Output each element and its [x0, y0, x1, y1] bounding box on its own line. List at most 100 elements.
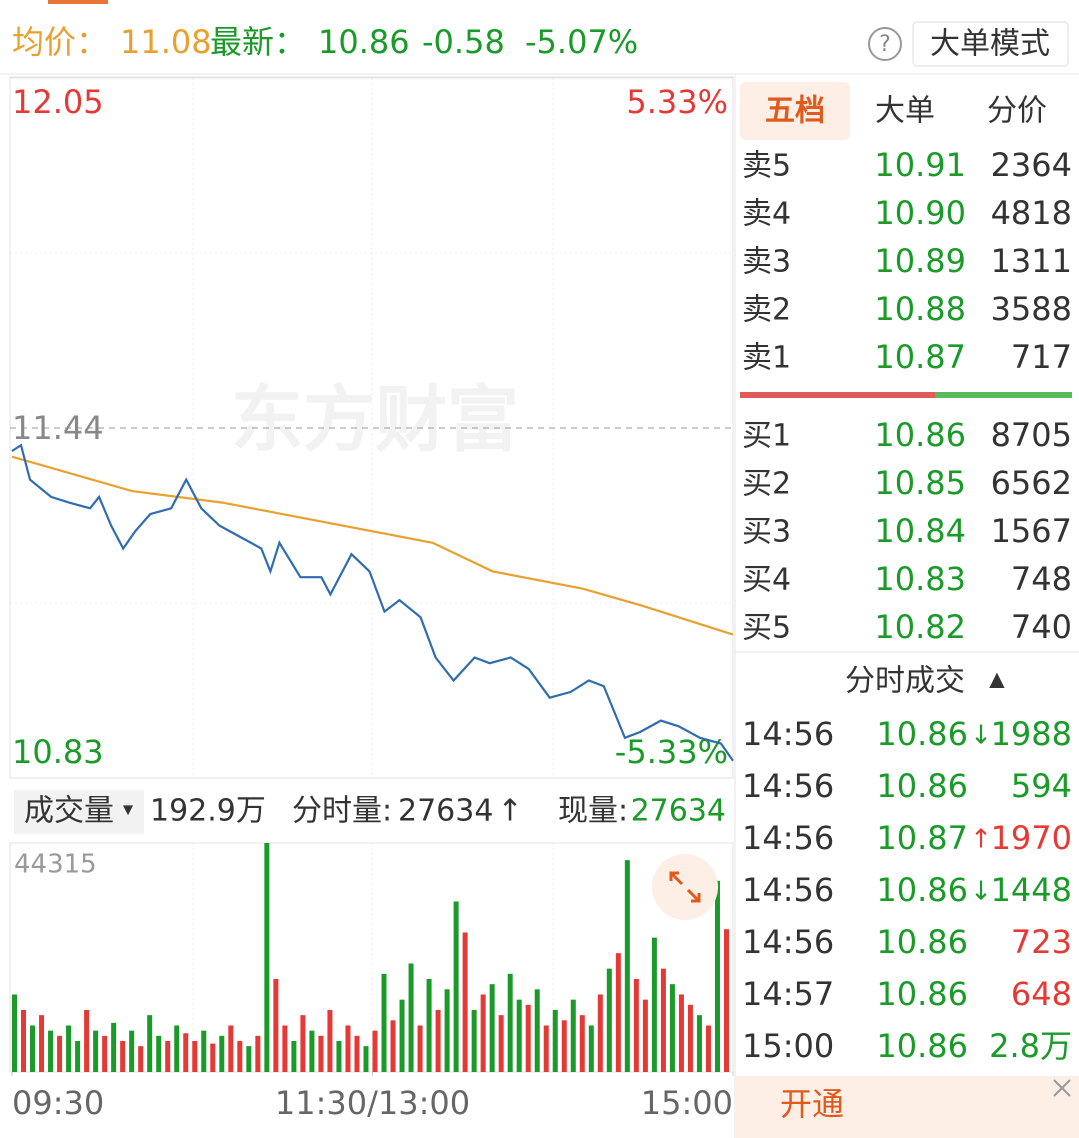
- book-level: 买2: [742, 467, 791, 502]
- volume-bar: [696, 1015, 702, 1072]
- volume-bar: [606, 968, 612, 1072]
- trade-time: 14:57: [742, 975, 834, 1013]
- tab[interactable]: 分价: [987, 94, 1047, 129]
- volume-bar: [165, 1040, 171, 1072]
- y-tick-label: 11.44: [12, 409, 104, 447]
- trade-arrow: ↑: [970, 825, 992, 855]
- trade-arrow: ↓: [970, 877, 992, 907]
- book-volume: 717: [1011, 338, 1072, 376]
- volume-bar: [30, 1025, 36, 1072]
- last-label: 最新：: [210, 23, 306, 61]
- volume-bar: [75, 1040, 81, 1072]
- volume-bar: [417, 1025, 423, 1072]
- volume-bar: [354, 1035, 360, 1072]
- volume-dropdown[interactable]: [14, 790, 144, 834]
- mode-button[interactable]: [912, 21, 1069, 67]
- trades-sort: ▲: [989, 667, 1005, 691]
- tab[interactable]: 五档: [765, 94, 825, 129]
- volume-bar: [156, 1035, 162, 1072]
- x-tick-label: 15:00: [641, 1084, 733, 1122]
- minute-volume-label: 分时量:: [292, 794, 392, 829]
- volume-bar: [714, 880, 720, 1072]
- trade-volume: 1448: [991, 871, 1072, 909]
- volume-bar: [372, 1030, 378, 1072]
- avg-label: 均价：: [12, 23, 108, 61]
- help: ?: [879, 32, 891, 57]
- book-level: 买1: [742, 419, 791, 454]
- y2-tick-label: -5.33%: [615, 733, 728, 771]
- volume-bar: [651, 937, 657, 1072]
- volume-bar: [192, 1040, 198, 1072]
- volume-bar: [660, 968, 666, 1072]
- volume-bar: [570, 999, 576, 1072]
- volume-bar: [363, 1046, 369, 1072]
- volume-bar: [327, 1009, 333, 1072]
- change: -0.58: [422, 23, 505, 61]
- trade-time: 14:56: [742, 767, 834, 805]
- y-tick-label: 44315: [14, 850, 97, 880]
- book-price: 10.90: [874, 194, 966, 232]
- expand-button[interactable]: [652, 854, 718, 920]
- trade-price: 10.86: [876, 871, 968, 909]
- trade-time: 14:56: [742, 715, 834, 753]
- trade-volume: 1988: [991, 715, 1072, 753]
- volume-label: 成交量: [24, 794, 114, 829]
- volume-bar: [678, 994, 684, 1072]
- volume-bar: [435, 1009, 441, 1072]
- book-volume: 748: [1011, 560, 1072, 598]
- trade-price: 10.86: [876, 715, 968, 753]
- tab[interactable]: 大单: [875, 94, 935, 129]
- trade-volume: 594: [1011, 767, 1072, 805]
- volume-bar: [498, 1015, 504, 1072]
- volume-bar: [138, 1046, 144, 1072]
- volume-bar: [57, 1035, 63, 1072]
- volume-bar: [669, 984, 675, 1072]
- volume-bar: [687, 1004, 693, 1072]
- volume-bar: [615, 953, 621, 1072]
- current-volume-label: 现量:: [558, 794, 628, 829]
- active-tab[interactable]: [740, 82, 850, 140]
- volume-bar: [399, 999, 405, 1072]
- volume-bar: [39, 1015, 45, 1072]
- trade-price: 10.86: [876, 1027, 968, 1065]
- book-volume: 4818: [991, 194, 1072, 232]
- help-icon[interactable]: [868, 27, 902, 61]
- open-button-label[interactable]: 开通: [780, 1085, 844, 1123]
- volume-bar: [228, 1025, 234, 1072]
- trade-time: 14:56: [742, 871, 834, 909]
- open-button[interactable]: [735, 1076, 1079, 1138]
- book-price: 10.89: [874, 242, 966, 280]
- volume-bar: [282, 1025, 288, 1072]
- volume-bar: [255, 1035, 261, 1072]
- volume-bar: [390, 1020, 396, 1072]
- volume-bar: [291, 1040, 297, 1072]
- volume-bar: [300, 1015, 306, 1072]
- trade-time: 14:56: [742, 819, 834, 857]
- price-line: [11, 443, 734, 762]
- volume-frame: [9, 842, 734, 1073]
- volume-bar: [516, 999, 522, 1072]
- volume-bar: [588, 1025, 594, 1072]
- volume-bar: [183, 1033, 189, 1072]
- volume-bar: [561, 1020, 567, 1072]
- volume-bar: [705, 1025, 711, 1072]
- book-price: 10.88: [874, 290, 966, 328]
- volume-bar: [318, 1035, 324, 1072]
- volume-dropdown-arrow: ▾: [123, 797, 133, 821]
- volume-bar: [273, 978, 279, 1072]
- book-volume: 1311: [991, 242, 1072, 280]
- volume-bar: [246, 1046, 252, 1072]
- book-divider-sell: [740, 392, 935, 398]
- trade-price: 10.86: [876, 975, 968, 1013]
- y2-tick-label: 5.33%: [626, 83, 728, 121]
- mode-button-label: 大单模式: [930, 27, 1050, 62]
- trade-price: 10.86: [876, 923, 968, 961]
- volume-bar: [129, 1030, 135, 1072]
- close-icon[interactable]: [1053, 1079, 1071, 1097]
- volume-bar: [93, 1030, 99, 1072]
- volume-bar: [723, 929, 729, 1072]
- volume-bar: [552, 1009, 558, 1072]
- book-price: 10.87: [874, 338, 966, 376]
- trade-volume: 648: [1011, 975, 1072, 1013]
- volume-bar: [534, 989, 540, 1072]
